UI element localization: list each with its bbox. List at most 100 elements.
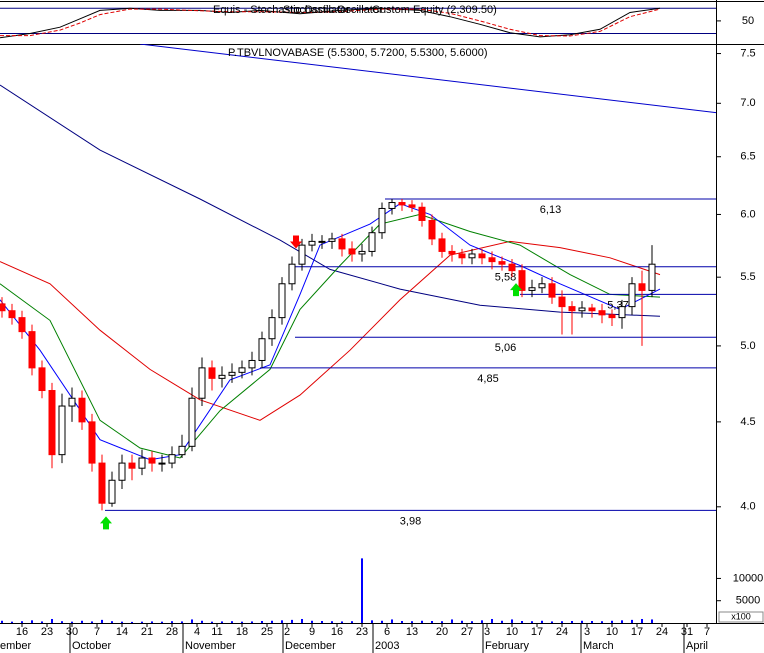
moving-average [0, 84, 661, 317]
x-tick-label: 27 [461, 626, 473, 638]
y-tick-label: 4.5 [740, 416, 755, 428]
x-tick-label: 20 [436, 626, 448, 638]
volume-bar [81, 620, 83, 623]
volume-bar [281, 620, 283, 623]
support-label: 5,06 [495, 342, 516, 354]
x-tick-label: 18 [236, 626, 248, 638]
candle-body [558, 296, 566, 308]
candle-body [8, 310, 16, 319]
volume-bar [11, 621, 13, 623]
volume-bar [571, 620, 573, 623]
axes: 50 Equis - Stochastic OscillatorStochasti… [0, 4, 764, 653]
volume-bar [451, 619, 453, 623]
volume-bar [561, 621, 563, 623]
candle-body [28, 331, 36, 369]
candle-body [288, 263, 296, 285]
candle-body [438, 238, 446, 252]
volume-bar [61, 621, 63, 623]
x-tick-label: 13 [406, 626, 418, 638]
volume-bar [411, 621, 413, 623]
volume-bar [611, 620, 613, 623]
candle-body [158, 462, 166, 465]
candle-body [458, 253, 466, 259]
candle-body [198, 367, 206, 399]
unit-box [718, 611, 764, 623]
volume-bar [211, 621, 213, 623]
oscillator-line [0, 8, 661, 37]
candle-body [348, 248, 356, 255]
candle-body [408, 204, 416, 208]
volume-bar [51, 618, 53, 623]
x-tick-label: 31 [681, 626, 693, 638]
candle-body [638, 283, 646, 291]
volume-bar [511, 619, 513, 623]
oscillator-panel [0, 7, 716, 39]
volume-bar [391, 619, 393, 623]
month-label: November [185, 640, 236, 652]
price-title: P.TBVLNOVABASE (5.5300, 5.7200, 5.5300, … [228, 47, 488, 59]
candle-body [628, 283, 636, 308]
volume-bar [241, 621, 243, 623]
y-tick-label: 7.5 [740, 47, 755, 59]
candle-body [98, 462, 106, 504]
x-tick-label: 7 [94, 626, 100, 638]
indicator-title: Stochastic Oscillator [283, 4, 383, 16]
volume-bar [581, 620, 583, 623]
volume-bar [651, 619, 653, 623]
volume-bar [161, 621, 163, 623]
volume-bar [191, 619, 193, 623]
candle-body [88, 421, 96, 464]
candle-body [328, 238, 336, 242]
candle-body [368, 232, 376, 252]
volume-bar [271, 620, 273, 623]
candle-body [168, 454, 176, 464]
candle-body [68, 397, 76, 407]
month-label: March [583, 640, 614, 652]
price-panel: 6,135,585,375,064,853,98 [0, 44, 716, 530]
x-tick-label: 3 [484, 626, 490, 638]
x-tick-label: 11 [211, 626, 222, 638]
volume-bar [601, 621, 603, 623]
candle-body [648, 263, 656, 291]
candle-body [178, 445, 186, 456]
volume-bar [251, 621, 253, 623]
support-label: 3,98 [400, 515, 421, 527]
candle-body [148, 457, 156, 464]
x-tick-label: 17 [631, 626, 643, 638]
month-label: December [285, 640, 336, 652]
moving-average [139, 44, 716, 114]
x-tick-label: 3 [584, 626, 590, 638]
y-tick-label: 50 [742, 15, 754, 27]
candle-body [538, 283, 546, 289]
candle-body [398, 202, 406, 206]
volume-bar [21, 621, 23, 623]
candle-body [588, 307, 596, 312]
volume-bar [641, 618, 643, 623]
candle-body [138, 457, 146, 469]
y-tick-label: 7.0 [740, 97, 755, 109]
volume-bar [531, 621, 533, 623]
month-label: ember [0, 640, 32, 652]
candle-body [468, 253, 476, 259]
candle-body [228, 371, 236, 376]
candle-body [188, 397, 196, 447]
candle-body [518, 270, 526, 291]
candle-body [608, 314, 616, 319]
candle-body [218, 374, 226, 379]
candle-body [568, 306, 576, 312]
volume-bar [501, 620, 503, 623]
support-label: 5,58 [495, 272, 516, 284]
volume-bar [231, 621, 233, 623]
volume-bar [621, 620, 623, 623]
candle-body [498, 261, 506, 265]
x-tick-label: 24 [656, 626, 668, 638]
candle-body [248, 359, 256, 369]
candle-body [618, 306, 626, 319]
indicator-title: Equis - Stochastic Oscillator [213, 4, 350, 16]
volume-bar [361, 558, 363, 623]
candle-body [338, 238, 346, 250]
volume-bar [1, 620, 3, 623]
candle-body [208, 367, 216, 379]
candle-body [528, 287, 536, 291]
